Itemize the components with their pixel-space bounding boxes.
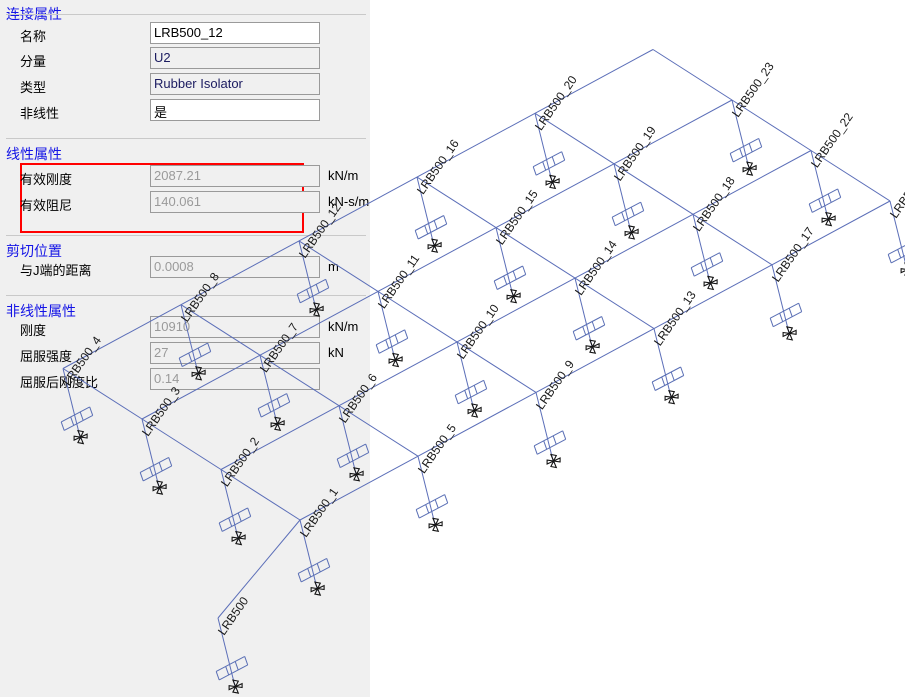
svg-text:LRB500_9: LRB500_9	[533, 357, 577, 412]
svg-text:LRB500_21: LRB500_21	[887, 161, 905, 221]
svg-text:LRB500_19: LRB500_19	[611, 123, 659, 183]
svg-text:LRB500_20: LRB500_20	[532, 73, 580, 133]
svg-text:LRB500_15: LRB500_15	[493, 187, 541, 247]
svg-text:LRB500_16: LRB500_16	[414, 137, 462, 197]
svg-text:LRB500_5: LRB500_5	[415, 421, 459, 476]
svg-text:LRB500_10: LRB500_10	[454, 301, 502, 361]
svg-text:LRB500_23: LRB500_23	[729, 60, 777, 120]
svg-text:LRB500_22: LRB500_22	[808, 110, 856, 170]
svg-text:LRB500_17: LRB500_17	[769, 224, 817, 284]
svg-text:LRB500_11: LRB500_11	[375, 252, 423, 311]
svg-text:LRB500_18: LRB500_18	[690, 174, 738, 234]
svg-text:LRB500_14: LRB500_14	[572, 238, 620, 298]
svg-text:LRB500_13: LRB500_13	[651, 288, 699, 348]
